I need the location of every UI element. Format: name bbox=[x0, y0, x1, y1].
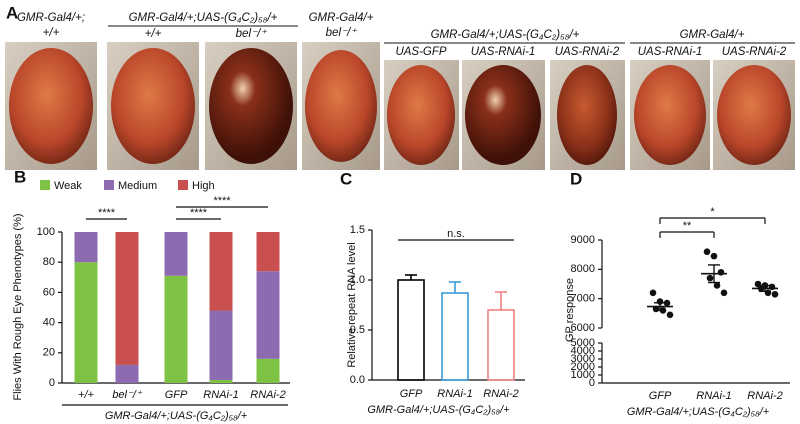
bar-segment bbox=[74, 262, 98, 383]
y-tick-label: 0.0 bbox=[350, 374, 365, 386]
x-tick-label: GFP bbox=[400, 388, 423, 400]
bar bbox=[487, 309, 515, 381]
bar-segment bbox=[115, 232, 139, 365]
genotype-label: +/+ bbox=[43, 27, 60, 39]
x-tick-label: bel⁻/⁺ bbox=[112, 389, 143, 401]
x-tick-label: RNAi-2 bbox=[250, 389, 285, 401]
y-tick-label: 8000 bbox=[571, 263, 595, 275]
data-point bbox=[768, 283, 776, 291]
legend-label: Weak bbox=[54, 180, 82, 192]
y-tick-label: 7000 bbox=[571, 293, 595, 305]
data-point bbox=[771, 290, 779, 298]
legend-label: Medium bbox=[118, 180, 157, 192]
legend-swatch bbox=[104, 180, 114, 190]
x-tick-label: RNAi-1 bbox=[203, 389, 238, 401]
x-axis-label: GMR-Gal4/+;UAS-(G₄C₂)₅₈/+ bbox=[627, 406, 770, 418]
y-tick-label: 40 bbox=[43, 317, 55, 329]
bar-segment bbox=[256, 271, 280, 359]
genotype-header: GMR-Gal4/+ bbox=[309, 12, 374, 24]
y-tick-label: 0 bbox=[49, 377, 55, 389]
panel-letter: C bbox=[340, 169, 352, 188]
y-tick-label: 0.5 bbox=[350, 324, 365, 336]
y-tick-label: 1.0 bbox=[350, 274, 365, 286]
bar bbox=[397, 279, 425, 381]
bar-segment bbox=[115, 364, 139, 383]
y-tick-label: 6000 bbox=[571, 322, 595, 334]
y-tick-label: 2000 bbox=[571, 361, 595, 373]
y-tick-label: 1000 bbox=[571, 369, 595, 381]
legend-label: High bbox=[192, 180, 215, 192]
x-axis-label: GMR-Gal4/+;UAS-(G₄C₂)₅₈/+ bbox=[367, 404, 510, 416]
bar-segment bbox=[74, 232, 98, 263]
genotype-label: UAS-RNAi-2 bbox=[722, 46, 787, 58]
y-tick-label: 80 bbox=[43, 256, 55, 268]
genotype-label: UAS-RNAi-1 bbox=[638, 46, 703, 58]
x-axis-label: GMR-Gal4/+;UAS-(G₄C₂)₅₈/+ bbox=[105, 410, 248, 422]
data-point bbox=[703, 248, 711, 256]
bar-segment bbox=[164, 275, 188, 383]
panel-letter: B bbox=[14, 167, 26, 186]
y-tick-label: 4000 bbox=[571, 345, 595, 357]
legend-swatch bbox=[178, 180, 188, 190]
significance-label: * bbox=[710, 206, 715, 218]
genotype-label: UAS-RNAi-1 bbox=[471, 46, 536, 58]
data-point bbox=[706, 274, 714, 282]
x-tick-label: GFP bbox=[165, 389, 188, 401]
bar-segment bbox=[256, 358, 280, 383]
genotype-header: GMR-Gal4/+ bbox=[680, 29, 745, 41]
bar-segment bbox=[164, 232, 188, 276]
significance-label: n.s. bbox=[447, 228, 465, 240]
legend-swatch bbox=[40, 180, 50, 190]
panel-a-lines bbox=[108, 25, 795, 44]
genotype-header: GMR-Gal4/+;UAS-(G₄C₂)₅₈/+ bbox=[129, 12, 278, 24]
bar-segment bbox=[209, 232, 233, 311]
significance-label: ** bbox=[683, 220, 692, 232]
data-point bbox=[717, 268, 725, 276]
data-point bbox=[666, 311, 674, 319]
data-point bbox=[710, 252, 718, 260]
y-tick-label: 5000 bbox=[571, 337, 595, 349]
y-tick-label: 1.5 bbox=[350, 224, 365, 236]
genotype-label: UAS-GFP bbox=[395, 46, 446, 58]
data-point bbox=[713, 282, 721, 289]
data-point bbox=[720, 289, 728, 297]
y-axis-label: Flies With Rough Eye Phenotypes (%) bbox=[12, 213, 24, 400]
eye-photos bbox=[5, 42, 795, 170]
panel-letter: D bbox=[570, 169, 582, 188]
bar-segment bbox=[256, 232, 280, 272]
y-tick-label: 3000 bbox=[571, 353, 595, 365]
significance-label: **** bbox=[213, 195, 231, 207]
data-point bbox=[663, 299, 671, 307]
y-tick-label: 0 bbox=[589, 377, 595, 389]
panel-letter: A bbox=[6, 3, 18, 22]
bar-segment bbox=[209, 310, 233, 380]
x-tick-label: GFP bbox=[649, 390, 672, 402]
genotype-label: +/+ bbox=[145, 28, 162, 40]
x-tick-label: +/+ bbox=[78, 389, 94, 401]
data-point bbox=[649, 289, 657, 297]
y-tick-label: 60 bbox=[43, 286, 55, 298]
y-axis-label: Relative repeat RNA level bbox=[346, 242, 358, 367]
genotype-header: GMR-Gal4/+;UAS-(G₄C₂)₅₈/+ bbox=[431, 29, 580, 41]
bar-segment bbox=[209, 379, 233, 383]
y-tick-label: 100 bbox=[37, 226, 55, 238]
genotype-label: UAS-RNAi-2 bbox=[555, 46, 620, 58]
x-tick-label: RNAi-1 bbox=[696, 390, 731, 402]
x-tick-label: RNAi-2 bbox=[747, 390, 782, 402]
significance-label: **** bbox=[190, 207, 208, 219]
y-tick-label: 9000 bbox=[571, 234, 595, 246]
significance-label: **** bbox=[98, 207, 116, 219]
y-tick-label: 20 bbox=[43, 347, 55, 359]
x-tick-label: RNAi-2 bbox=[483, 388, 518, 400]
genotype-label: bel⁻/⁺ bbox=[326, 27, 358, 39]
genotype-header: GMR-Gal4/+; bbox=[17, 12, 85, 24]
x-tick-label: RNAi-1 bbox=[437, 388, 472, 400]
genotype-label: bel⁻/⁺ bbox=[236, 28, 268, 40]
y-axis-label: GP response bbox=[564, 278, 576, 342]
bar bbox=[441, 292, 469, 381]
